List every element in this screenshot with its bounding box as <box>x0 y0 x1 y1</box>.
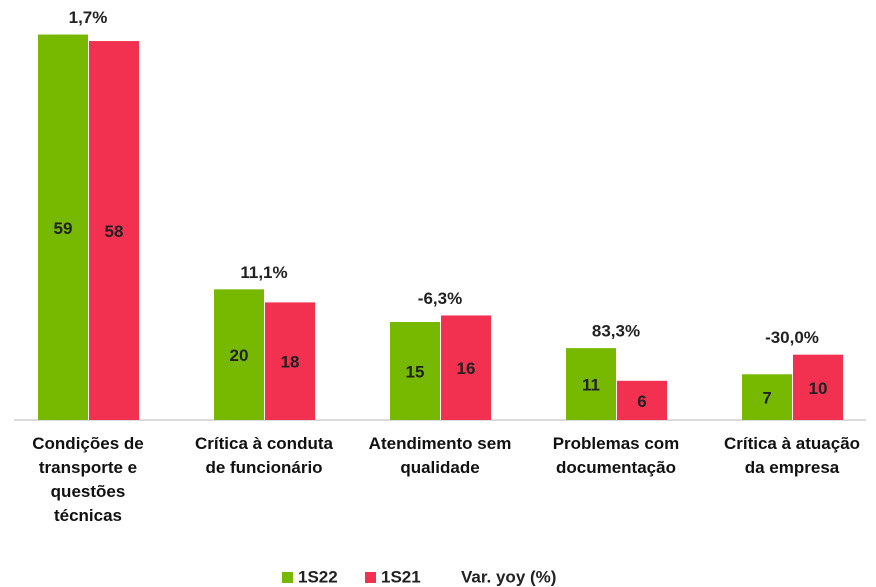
value-label: 7 <box>762 389 771 408</box>
x-tick-label: Atendimento sem qualidade <box>368 434 512 477</box>
legend-label: 1S22 <box>298 567 338 586</box>
legend-note: Var. yoy (%) <box>461 567 556 586</box>
value-label: 11 <box>582 376 600 395</box>
bar <box>617 380 667 420</box>
x-tick-label: Problemas com documentação <box>552 434 680 477</box>
x-tick-label: Condições de transporte e questões técni… <box>32 434 144 525</box>
bar <box>214 289 264 420</box>
bar <box>38 34 88 421</box>
legend-label: 1S21 <box>381 567 421 586</box>
bar <box>793 354 843 420</box>
bar <box>390 322 440 420</box>
annotation: 83,3% <box>592 322 640 341</box>
value-label: 18 <box>281 353 300 372</box>
annotation: -30,0% <box>765 328 819 347</box>
value-label: 6 <box>637 392 646 411</box>
legend-swatch <box>282 572 293 583</box>
value-label: 58 <box>105 222 124 241</box>
value-label: 20 <box>230 346 249 365</box>
legend-swatch <box>365 572 376 583</box>
value-label: 59 <box>54 219 73 238</box>
value-label: 10 <box>809 379 828 398</box>
bar <box>89 41 139 421</box>
annotation: 1,7% <box>69 8 108 27</box>
value-label: 16 <box>457 359 476 378</box>
x-tick-label: Crítica à atuação da empresa <box>723 434 861 477</box>
value-label: 15 <box>406 362 425 381</box>
bar <box>566 348 616 420</box>
bar <box>441 315 491 420</box>
annotation: 11,1% <box>240 263 287 282</box>
bar <box>265 302 315 420</box>
annotation: -6,3% <box>418 289 462 308</box>
bar <box>742 374 792 420</box>
x-tick-label: Crítica à conduta de funcionário <box>195 434 333 477</box>
